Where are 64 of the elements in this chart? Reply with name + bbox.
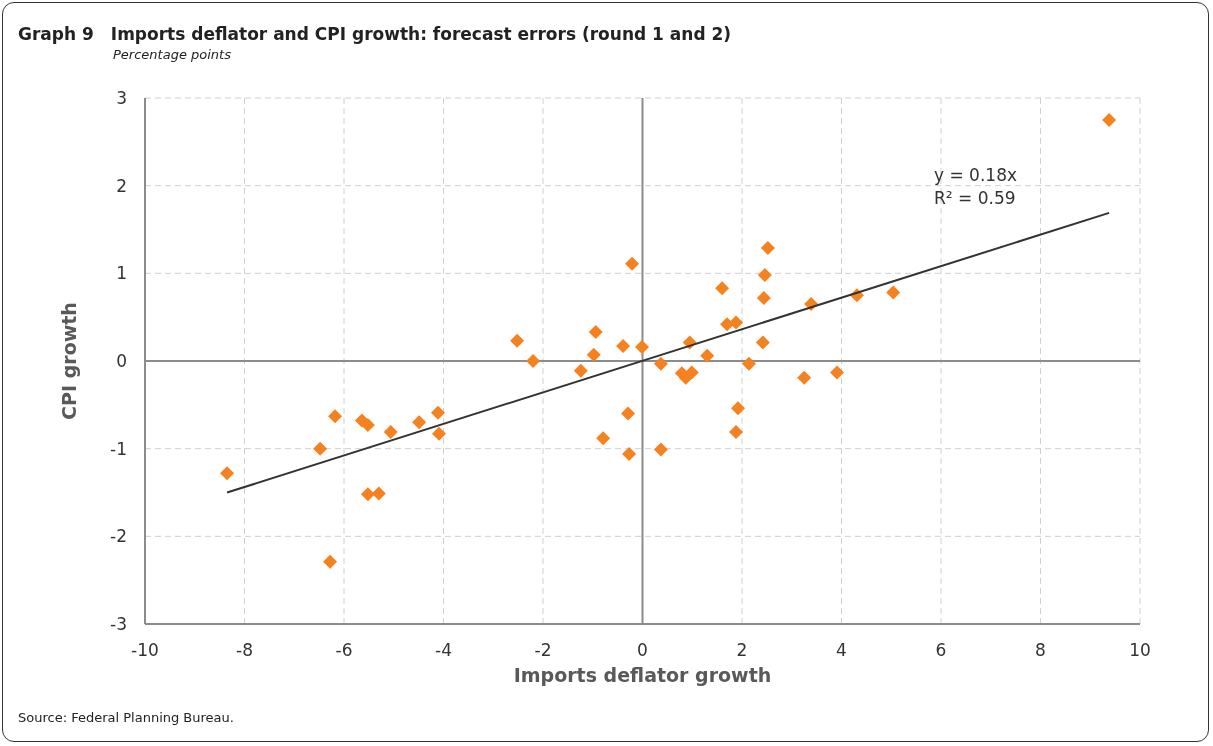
- point: [588, 325, 603, 340]
- x-tick-label: -4: [435, 640, 452, 661]
- y-tick-label: -1: [110, 438, 127, 459]
- x-tick-label: 10: [1129, 640, 1151, 661]
- point: [729, 315, 744, 330]
- point: [755, 335, 770, 350]
- point: [360, 418, 375, 432]
- chart-title: Graph 9 Imports deflator and CPI growth: forecast errors (round 1 and 2): [18, 24, 732, 44]
- point: [731, 401, 746, 416]
- y-tick-label: 1: [116, 263, 127, 284]
- point: [328, 409, 343, 424]
- point: [756, 290, 771, 305]
- point: [573, 363, 588, 378]
- x-tick-label: 6: [935, 640, 947, 661]
- x-tick-label: -6: [335, 640, 353, 661]
- point: [412, 415, 427, 430]
- source-note: Source: Federal Planning Bureau.: [18, 710, 234, 725]
- annotation: R² = 0.59: [934, 188, 1016, 208]
- x-tick-label: 2: [736, 640, 748, 661]
- point: [741, 356, 756, 371]
- x-tick-label: 0: [637, 640, 648, 661]
- point: [760, 240, 775, 255]
- point: [431, 405, 446, 420]
- y-tick-label: 2: [116, 175, 127, 196]
- x-axis-title: Imports deflator growth: [513, 664, 772, 686]
- point: [220, 466, 235, 481]
- point: [797, 370, 812, 385]
- point: [360, 487, 375, 502]
- point: [886, 285, 901, 300]
- y-tick-label: -2: [110, 526, 127, 547]
- point: [383, 425, 398, 440]
- point: [729, 425, 744, 440]
- point: [757, 268, 772, 283]
- x-tick-label: 8: [1035, 640, 1046, 661]
- x-tick-label: -2: [534, 640, 552, 661]
- point: [526, 354, 541, 368]
- point: [621, 406, 636, 421]
- chart-subtitle: Percentage points: [113, 47, 231, 62]
- point: [625, 256, 640, 271]
- point: [510, 333, 525, 348]
- point: [830, 365, 845, 380]
- point: [432, 426, 447, 441]
- point: [715, 281, 730, 296]
- annotation: y = 0.18x: [934, 165, 1018, 185]
- point: [371, 486, 386, 501]
- y-axis-title: CPI growth: [57, 302, 80, 420]
- y-tick-label: 3: [116, 88, 127, 109]
- point: [586, 347, 601, 362]
- point: [635, 339, 649, 354]
- point: [596, 431, 611, 446]
- point: [313, 441, 328, 456]
- point: [684, 365, 699, 380]
- point: [700, 348, 715, 363]
- point: [653, 356, 668, 371]
- x-tick-label: -10: [131, 640, 159, 661]
- point: [1102, 112, 1117, 127]
- y-tick-label: -3: [110, 614, 127, 635]
- point: [653, 442, 668, 457]
- x-tick-label: -8: [236, 640, 253, 661]
- point: [622, 446, 637, 461]
- y-tick-label: 0: [116, 351, 127, 372]
- point: [323, 554, 338, 569]
- point: [616, 339, 631, 354]
- x-tick-label: 4: [836, 640, 847, 661]
